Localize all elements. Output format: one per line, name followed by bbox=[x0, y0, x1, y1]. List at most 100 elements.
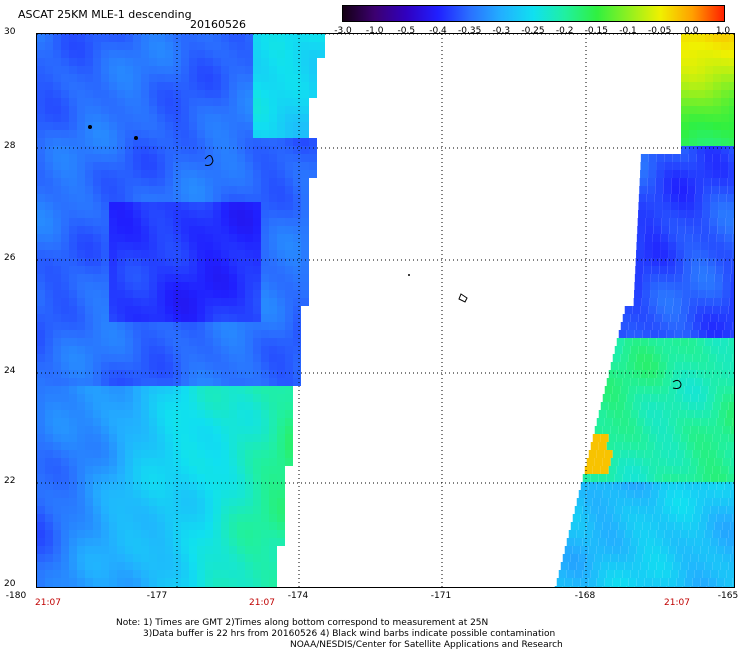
wind-cell bbox=[646, 410, 655, 418]
wind-cell bbox=[269, 154, 277, 162]
wind-cell bbox=[133, 114, 141, 122]
wind-cell bbox=[624, 498, 633, 506]
wind-cell bbox=[197, 450, 205, 458]
wind-cell bbox=[261, 226, 269, 234]
wind-cell bbox=[181, 250, 189, 258]
wind-cell bbox=[117, 538, 125, 546]
longitude-label: -168 bbox=[574, 591, 596, 601]
wind-cell bbox=[245, 530, 253, 538]
wind-cell bbox=[189, 466, 197, 474]
island-mark bbox=[134, 136, 138, 140]
wind-cell bbox=[644, 234, 653, 242]
wind-cell bbox=[309, 138, 317, 146]
wind-cell bbox=[686, 538, 695, 546]
wind-cell bbox=[85, 562, 93, 570]
wind-cell bbox=[229, 530, 237, 538]
wind-cell bbox=[109, 210, 117, 218]
wind-cell bbox=[253, 418, 261, 426]
wind-cell bbox=[101, 586, 109, 587]
wind-cell bbox=[221, 530, 229, 538]
wind-cell bbox=[648, 170, 657, 178]
wind-cell bbox=[53, 90, 61, 98]
wind-cell bbox=[149, 562, 157, 570]
wind-cell bbox=[261, 114, 269, 122]
wind-cell bbox=[681, 122, 689, 130]
wind-cell bbox=[722, 330, 731, 338]
wind-cell bbox=[692, 578, 701, 586]
wind-cell bbox=[730, 274, 734, 282]
wind-cell bbox=[652, 578, 661, 586]
wind-cell bbox=[85, 474, 93, 482]
wind-cell bbox=[285, 162, 293, 170]
wind-cell bbox=[237, 74, 245, 82]
wind-cell bbox=[721, 298, 730, 306]
wind-cell bbox=[61, 282, 69, 290]
wind-cell bbox=[181, 306, 189, 314]
wind-cell bbox=[141, 586, 149, 587]
wind-cell bbox=[692, 322, 701, 330]
wind-cell bbox=[45, 402, 53, 410]
wind-cell bbox=[53, 154, 61, 162]
wind-cell bbox=[149, 250, 157, 258]
wind-cell bbox=[720, 402, 729, 410]
wind-cell bbox=[45, 170, 53, 178]
wind-cell bbox=[125, 330, 133, 338]
wind-cell bbox=[141, 282, 149, 290]
wind-cell bbox=[221, 482, 229, 490]
wind-cell bbox=[696, 370, 705, 378]
wind-cell bbox=[729, 130, 734, 138]
wind-cell bbox=[85, 58, 93, 66]
wind-cell bbox=[189, 42, 197, 50]
wind-cell bbox=[141, 98, 149, 106]
wind-cell bbox=[614, 442, 623, 450]
wind-cell bbox=[568, 562, 577, 570]
wind-cell bbox=[181, 266, 189, 274]
wind-cell bbox=[181, 162, 189, 170]
wind-cell bbox=[245, 450, 253, 458]
wind-cell bbox=[61, 298, 69, 306]
wind-cell bbox=[109, 74, 117, 82]
wind-cell bbox=[197, 258, 205, 266]
wind-cell bbox=[301, 58, 309, 66]
wind-cell bbox=[61, 474, 69, 482]
wind-cell bbox=[718, 194, 727, 202]
wind-cell bbox=[600, 498, 609, 506]
wind-cell bbox=[133, 130, 141, 138]
wind-cell bbox=[636, 450, 645, 458]
wind-cell bbox=[666, 522, 675, 530]
wind-cell bbox=[93, 314, 101, 322]
wind-cell bbox=[670, 194, 679, 202]
wind-cell bbox=[660, 450, 669, 458]
wind-cell bbox=[77, 482, 85, 490]
wind-cell bbox=[678, 506, 687, 514]
wind-cell bbox=[580, 514, 589, 522]
wind-cell bbox=[596, 482, 605, 490]
wind-cell bbox=[69, 554, 77, 562]
wind-cell bbox=[626, 586, 635, 587]
wind-cell bbox=[45, 370, 53, 378]
wind-cell bbox=[93, 522, 101, 530]
wind-cell bbox=[237, 442, 245, 450]
wind-cell bbox=[157, 146, 165, 154]
wind-cell bbox=[261, 202, 269, 210]
wind-cell bbox=[93, 322, 101, 330]
wind-cell bbox=[45, 442, 53, 450]
wind-cell bbox=[133, 418, 141, 426]
wind-cell bbox=[680, 402, 689, 410]
wind-cell bbox=[133, 498, 141, 506]
wind-cell bbox=[704, 466, 713, 474]
wind-cell bbox=[93, 410, 101, 418]
wind-cell bbox=[700, 322, 709, 330]
wind-cell bbox=[606, 538, 615, 546]
wind-cell bbox=[285, 98, 293, 106]
wind-cell bbox=[37, 378, 45, 386]
wind-cell bbox=[261, 322, 269, 330]
longitude-label: -165 bbox=[717, 591, 739, 601]
wind-cell bbox=[681, 66, 689, 74]
wind-cell bbox=[720, 498, 729, 506]
wind-cell bbox=[61, 426, 69, 434]
wind-cell bbox=[197, 386, 205, 394]
wind-cell bbox=[221, 506, 229, 514]
wind-cell bbox=[189, 346, 197, 354]
wind-cell bbox=[189, 354, 197, 362]
